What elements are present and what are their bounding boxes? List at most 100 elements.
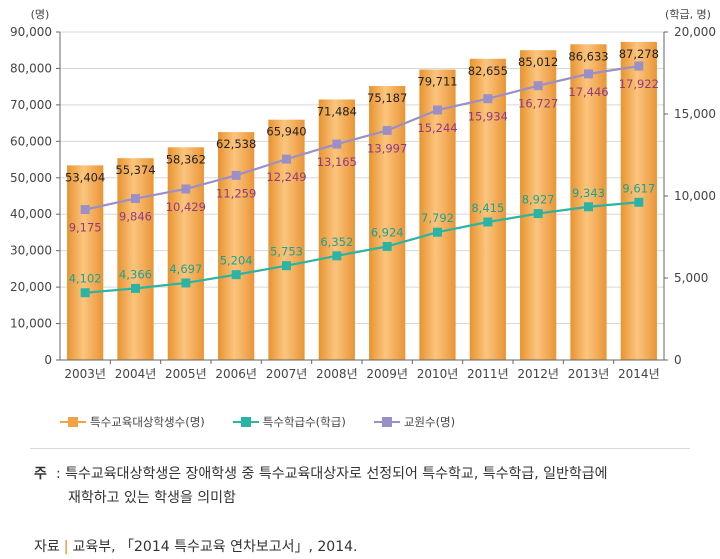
left-tick-label: 10,000 xyxy=(10,317,52,331)
classes-label: 9,617 xyxy=(622,181,655,195)
legend-swatch-classes xyxy=(232,417,259,427)
legend-swatch-students xyxy=(60,417,86,427)
bar-label: 82,655 xyxy=(468,64,508,78)
bar-label: 65,940 xyxy=(266,125,306,139)
left-tick-label: 70,000 xyxy=(10,98,52,112)
classes-line xyxy=(85,201,639,294)
chart: 53,404 55,374 58,362 62,538 65,940 71,484 75,1… xyxy=(10,8,716,381)
left-axis-unit: (명) xyxy=(31,8,50,21)
classes-label: 5,753 xyxy=(270,245,303,259)
left-tick-label: 50,000 xyxy=(10,171,52,185)
teachers-point xyxy=(231,170,241,180)
right-tick-label: 10,000 xyxy=(674,189,716,203)
bar-label: 53,404 xyxy=(65,170,105,184)
classes-point xyxy=(80,288,90,298)
bar-label: 71,484 xyxy=(317,104,357,118)
teachers-point xyxy=(382,125,392,135)
teachers-label: 17,922 xyxy=(619,77,659,91)
bar-label: 75,187 xyxy=(367,91,407,105)
right-tick-label: 5,000 xyxy=(674,271,708,285)
source: 자료 | 교육부, 「2014 특수교육 연차보고서」, 2014. xyxy=(34,536,357,556)
classes-point xyxy=(483,217,493,227)
classes-point xyxy=(634,197,644,207)
labels: 53,404 55,374 58,362 62,538 65,940 71,484 75,1… xyxy=(65,47,659,286)
x-tick-label: 2005년 xyxy=(165,367,207,381)
x-tick-label: 2009년 xyxy=(366,367,408,381)
right-tick-label: 20,000 xyxy=(674,25,716,39)
x-tick-label: 2014년 xyxy=(618,367,660,381)
teachers-label: 9,175 xyxy=(69,221,102,235)
left-tick-label: 0 xyxy=(44,353,52,367)
classes-label: 4,366 xyxy=(119,267,152,281)
teachers-point xyxy=(131,194,140,204)
legend-item-teachers: 교원수(명) xyxy=(373,414,456,430)
classes-point xyxy=(382,241,392,251)
divider xyxy=(30,448,690,449)
right-tick-label: 15,000 xyxy=(674,107,716,121)
teachers-point xyxy=(483,94,493,104)
bar-label: 58,362 xyxy=(166,152,206,166)
teachers-label: 16,727 xyxy=(518,97,558,111)
left-tick-label: 40,000 xyxy=(10,207,52,221)
bar xyxy=(67,165,104,360)
lines xyxy=(80,61,644,298)
bar xyxy=(419,69,456,361)
classes-point xyxy=(584,202,593,212)
legend-label-teachers: 교원수(명) xyxy=(403,415,456,429)
teachers-line xyxy=(84,64,640,211)
legend: 특수교육대상학생수(명) 특수학급수(학급) 교원수(명) xyxy=(60,414,455,430)
legend-swatch-teachers xyxy=(373,417,400,427)
axes: 0 10,000 20,000 30,000 40,000 50,000 60,000 70,… xyxy=(10,8,716,381)
x-tick-label: 2006년 xyxy=(215,367,257,381)
teachers-label: 15,934 xyxy=(468,110,508,124)
right-axis-unit: (학급, 명) xyxy=(665,8,711,21)
bar xyxy=(469,58,506,361)
source-label: 자료 xyxy=(34,539,60,555)
note-label: 주 xyxy=(34,466,47,482)
classes-label: 5,204 xyxy=(220,254,253,268)
teachers-label: 17,446 xyxy=(568,85,608,99)
left-tick-label: 20,000 xyxy=(10,280,52,294)
classes-label: 7,792 xyxy=(421,211,454,225)
teachers-label: 13,165 xyxy=(317,155,357,169)
classes-point xyxy=(533,209,543,219)
right-tick-label: 0 xyxy=(674,353,682,367)
teachers-label: 13,997 xyxy=(367,141,407,155)
teachers-label: 12,249 xyxy=(266,170,306,184)
teachers-point xyxy=(433,105,442,115)
classes-point xyxy=(131,283,140,293)
bar xyxy=(218,132,255,360)
bar xyxy=(318,99,355,360)
left-tick-label: 30,000 xyxy=(10,244,52,258)
x-tick-label: 2008년 xyxy=(316,367,358,381)
left-tick-label: 60,000 xyxy=(10,134,52,148)
x-tick-label: 2012년 xyxy=(517,367,559,381)
classes-label: 4,697 xyxy=(169,262,202,276)
teachers-point xyxy=(634,61,644,71)
x-tick-label: 2007년 xyxy=(266,367,308,381)
bar xyxy=(167,147,204,360)
bar-label: 87,278 xyxy=(619,47,659,61)
note: 주: 특수교육대상학생은 장애학생 중 특수교육대상자로 선정되어 특수학교, … xyxy=(34,462,608,510)
legend-label-classes: 특수학급수(학급) xyxy=(262,415,346,429)
bars xyxy=(67,41,657,361)
teachers-point xyxy=(181,184,191,194)
classes-point xyxy=(231,270,241,280)
grid xyxy=(60,31,664,325)
teachers-point xyxy=(332,139,342,149)
bar xyxy=(520,50,557,360)
classes-label: 8,927 xyxy=(522,193,555,207)
classes-label: 4,102 xyxy=(69,272,102,286)
classes-label: 6,352 xyxy=(320,235,353,249)
bar-label: 55,374 xyxy=(115,163,155,177)
bar-label: 79,711 xyxy=(417,74,457,88)
left-tick-label: 80,000 xyxy=(10,61,52,75)
teachers-label: 15,244 xyxy=(417,121,457,135)
classes-point xyxy=(332,251,342,261)
bar-label: 85,012 xyxy=(518,55,558,69)
classes-point xyxy=(181,278,191,288)
x-tick-label: 2003년 xyxy=(64,367,106,381)
bar xyxy=(570,44,607,360)
x-tick-label: 2013년 xyxy=(568,367,610,381)
bar xyxy=(117,158,154,360)
